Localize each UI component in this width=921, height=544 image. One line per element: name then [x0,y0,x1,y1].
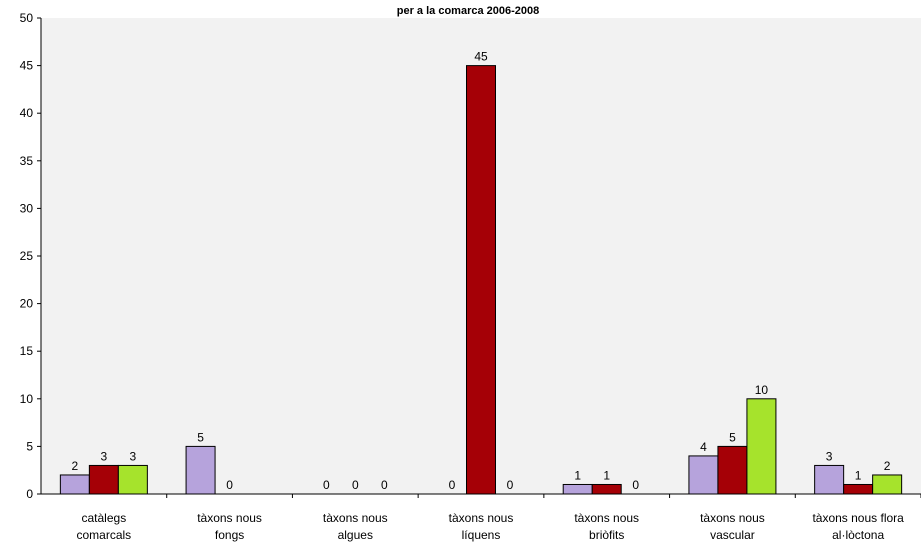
data-label: 0 [352,478,359,492]
data-label: 45 [474,50,488,64]
category-label: tàxons nous [323,511,388,525]
data-label: 2 [72,459,79,473]
data-label: 0 [632,478,639,492]
bar [746,398,777,495]
data-label: 5 [729,430,736,444]
data-label: 0 [449,478,456,492]
category-label: algues [338,528,373,542]
y-tick-label: 15 [20,344,34,358]
category-label: catàlegs [82,511,127,525]
category-label: tàxons nous [449,511,514,525]
category-label: al·lòctona [832,528,884,542]
category-label: briòfits [589,528,624,542]
bar [562,483,593,495]
category-label: fongs [215,528,244,542]
bar [88,464,119,495]
data-label: 0 [226,478,233,492]
bar [185,445,216,495]
bar [688,455,719,495]
y-tick-label: 25 [20,249,34,263]
y-tick-label: 40 [20,106,34,120]
data-label: 1 [603,468,610,482]
bars [59,65,903,495]
category-label: vascular [710,528,755,542]
data-label: 2 [884,459,891,473]
y-tick-label: 10 [20,392,34,406]
y-tick-label: 45 [20,59,34,73]
y-tick-label: 30 [20,201,34,215]
data-label: 1 [855,468,862,482]
category-label: tàxons nous [574,511,639,525]
data-label: 3 [101,449,108,463]
data-label: 3 [826,449,833,463]
data-label: 1 [574,468,581,482]
bar [591,483,622,495]
category-label: comarcals [77,528,132,542]
bar [872,474,903,495]
bar [117,464,148,495]
data-label: 3 [130,449,137,463]
bar [466,65,496,495]
data-label: 4 [700,440,707,454]
category-label: tàxons nous [700,511,765,525]
y-tick-label: 35 [20,154,34,168]
category-labels: catàlegs comarcals tàxons nous fongs tàxons … [77,494,921,542]
y-tick-label: 50 [20,11,34,25]
category-label: tàxons nous flora [812,511,904,525]
bar [814,464,845,495]
category-label: tàxons nous [197,511,262,525]
bar [717,445,748,495]
bar [843,483,874,495]
bar [59,474,90,495]
y-tick-label: 20 [20,297,34,311]
data-label: 0 [323,478,330,492]
data-label: 0 [381,478,388,492]
category-label: líquens [462,528,501,542]
chart-title: per a la comarca 2006-2008 [397,5,540,17]
data-label: 5 [197,430,204,444]
data-label: 10 [755,383,769,397]
data-label: 0 [507,478,514,492]
y-tick-label: 5 [26,439,33,453]
y-tick-label: 0 [26,487,33,501]
